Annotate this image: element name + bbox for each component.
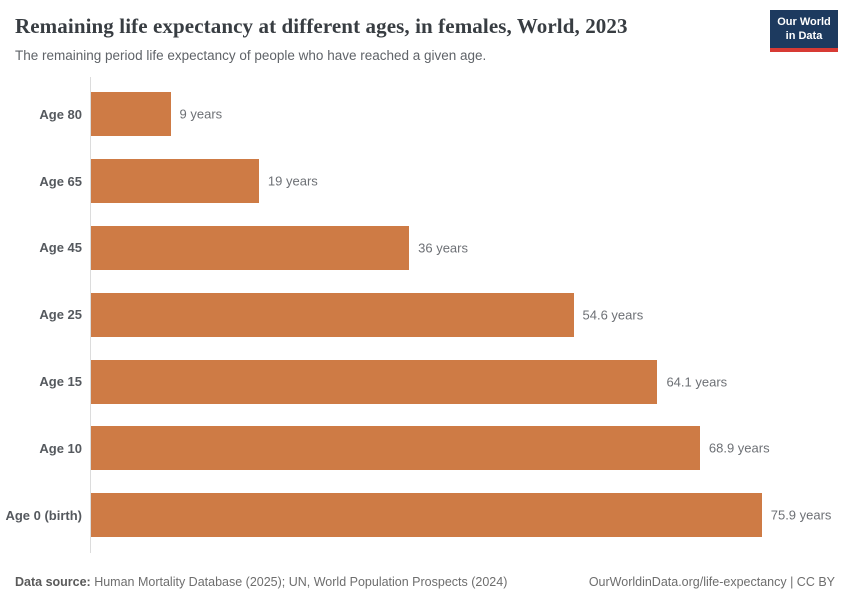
bar-track: 64.1 years <box>90 359 850 404</box>
chart-row: Age 15 64.1 years <box>0 348 850 415</box>
chart-title: Remaining life expectancy at different a… <box>15 14 628 38</box>
attribution-link[interactable]: OurWorldinData.org/life-expectancy | CC … <box>588 575 835 589</box>
category-label: Age 0 (birth) <box>5 507 82 523</box>
bar-track: 75.9 years <box>90 493 850 538</box>
category-label: Age 25 <box>39 307 82 323</box>
bar[interactable] <box>91 292 574 337</box>
category-label: Age 65 <box>39 173 82 189</box>
value-label: 68.9 years <box>708 440 770 456</box>
category-label: Age 15 <box>39 374 82 390</box>
value-label: 19 years <box>267 173 318 189</box>
chart-subtitle: The remaining period life expectancy of … <box>15 48 487 63</box>
data-source: Data source: Human Mortality Database (2… <box>15 575 507 589</box>
chart-row: Age 25 54.6 years <box>0 281 850 348</box>
data-source-text: Human Mortality Database (2025); UN, Wor… <box>90 575 508 589</box>
chart-row: Age 65 19 years <box>0 148 850 215</box>
bar[interactable] <box>91 493 762 538</box>
owid-logo-line2: in Data <box>785 30 823 43</box>
bar-track: 9 years <box>90 92 850 137</box>
category-label: Age 80 <box>39 106 82 122</box>
bar-track: 54.6 years <box>90 292 850 337</box>
value-label: 64.1 years <box>666 374 728 390</box>
chart-footer: Data source: Human Mortality Database (2… <box>15 575 835 589</box>
bar-track: 36 years <box>90 225 850 270</box>
bar-chart: Age 80 9 years Age 65 19 years Age 45 36 year… <box>0 77 850 553</box>
bar[interactable] <box>91 426 700 471</box>
owid-logo[interactable]: Our World in Data <box>770 10 838 52</box>
y-axis-line <box>90 77 91 553</box>
bar[interactable] <box>91 92 171 137</box>
owid-logo-line1: Our World <box>777 16 831 28</box>
value-label: 75.9 years <box>770 507 832 523</box>
bar[interactable] <box>91 159 259 204</box>
chart-row: Age 45 36 years <box>0 215 850 282</box>
bar-track: 19 years <box>90 159 850 204</box>
chart-row: Age 0 (birth) 75.9 years <box>0 482 850 549</box>
value-label: 36 years <box>418 240 468 256</box>
data-source-label: Data source: <box>15 575 91 589</box>
chart-header: Remaining life expectancy at different a… <box>0 0 850 63</box>
bar[interactable] <box>91 225 410 270</box>
bar[interactable] <box>91 359 658 404</box>
chart-row: Age 80 9 years <box>0 81 850 148</box>
value-label: 9 years <box>179 106 223 122</box>
value-label: 54.6 years <box>582 307 644 323</box>
bar-track: 68.9 years <box>90 426 850 471</box>
chart-row: Age 10 68.9 years <box>0 415 850 482</box>
category-label: Age 10 <box>39 440 82 456</box>
category-label: Age 45 <box>39 240 82 256</box>
